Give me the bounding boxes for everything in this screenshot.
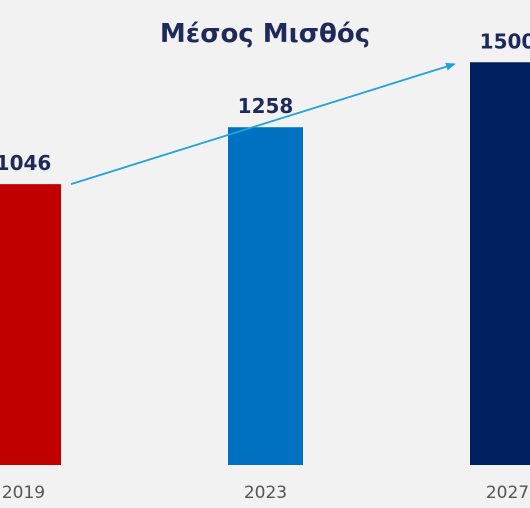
- bar-2019: [0, 184, 61, 466]
- bar-2027: [470, 62, 530, 465]
- x-tick-label-2027: 2027: [486, 483, 529, 503]
- chart-title: Μέσος Μισθός: [160, 19, 370, 49]
- value-label-2027: 1500: [480, 29, 530, 53]
- bars-group: [0, 62, 530, 466]
- x-tick-label-2023: 2023: [244, 483, 287, 503]
- value-labels-group: 1046 1258 1500: [0, 29, 530, 175]
- x-axis-tick-labels: 2019 2023 2027: [2, 483, 529, 503]
- trend-arrow: [70, 62, 456, 186]
- value-label-2023: 1258: [238, 94, 294, 118]
- value-label-2019: 1046: [0, 151, 51, 175]
- x-tick-label-2019: 2019: [2, 483, 45, 503]
- trend-arrow-line: [70, 62, 456, 186]
- bar-2023: [228, 127, 303, 466]
